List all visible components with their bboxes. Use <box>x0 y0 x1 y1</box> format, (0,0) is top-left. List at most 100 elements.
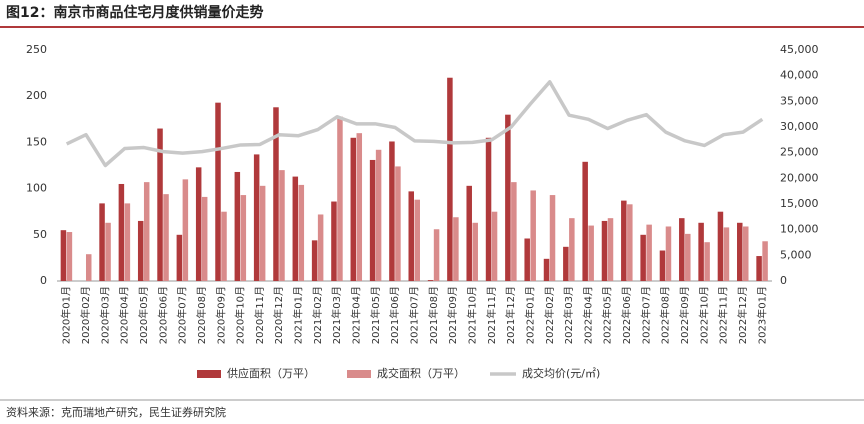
bar <box>685 233 691 281</box>
bar <box>137 220 144 281</box>
x-tick-label: 2022年10月 <box>697 286 710 344</box>
bar <box>176 234 183 281</box>
y2-tick-label: 40,000 <box>780 69 819 82</box>
bar <box>447 77 453 281</box>
bar <box>182 179 189 281</box>
bar <box>375 149 382 281</box>
y2-tick-label: 5,000 <box>780 248 812 261</box>
x-tick-label: 2020年05月 <box>137 286 150 344</box>
bar <box>163 194 169 281</box>
bar <box>395 166 401 281</box>
x-tick-label: 2021年03月 <box>330 286 343 344</box>
bar <box>453 217 459 281</box>
chart-title: 图12：南京市商品住宅月度供销量价走势 <box>6 4 263 21</box>
x-tick-label: 2023年01月 <box>755 286 768 344</box>
x-tick-label: 2021年09月 <box>446 286 459 344</box>
bar <box>511 182 517 281</box>
bar <box>118 183 125 281</box>
bar <box>756 256 762 281</box>
bar <box>621 200 627 281</box>
y2-tick-label: 35,000 <box>780 94 819 107</box>
legend-label: 成交面积（万平） <box>377 366 465 380</box>
bar <box>143 182 150 281</box>
bar <box>472 222 478 281</box>
bar <box>601 220 608 281</box>
x-tick-label: 2020年04月 <box>118 286 131 344</box>
bar <box>369 159 376 281</box>
bar <box>737 222 743 281</box>
bar <box>582 161 588 281</box>
y-tick-label: 0 <box>40 274 47 287</box>
x-tick-label: 2021年01月 <box>292 286 305 344</box>
source: 资料来源：克而瑞地产研究，民生证券研究院 <box>6 405 226 419</box>
bar <box>485 137 492 281</box>
legend-label: 成交均价(元/㎡) <box>522 366 600 380</box>
x-tick-label: 2021年12月 <box>504 286 517 344</box>
bar <box>253 154 260 281</box>
x-tick-label: 2022年03月 <box>562 286 575 344</box>
y2-tick-label: 45,000 <box>780 43 819 56</box>
bar <box>743 226 749 281</box>
x-tick-label: 2021年11月 <box>485 286 498 344</box>
y2-tick-label: 20,000 <box>780 171 819 184</box>
bar <box>337 116 343 281</box>
bar <box>563 246 569 281</box>
bar <box>311 240 318 281</box>
bar <box>607 218 614 281</box>
x-tick-label: 2020年08月 <box>195 286 208 344</box>
x-tick-label: 2020年03月 <box>98 286 111 344</box>
bar <box>124 203 131 281</box>
bar <box>549 195 556 281</box>
bar <box>640 234 646 281</box>
title-rule <box>0 26 864 28</box>
x-tick-label: 2020年07月 <box>176 286 189 344</box>
x-tick-label: 2022年07月 <box>639 286 652 344</box>
bar <box>679 218 685 281</box>
bar <box>717 211 724 281</box>
x-tick-label: 2021年05月 <box>369 286 382 344</box>
bar <box>627 204 633 281</box>
bar <box>524 238 530 281</box>
x-tick-label: 2021年07月 <box>408 286 421 344</box>
bar <box>433 229 440 281</box>
bar <box>646 224 652 281</box>
bar <box>356 133 363 281</box>
bar <box>723 227 730 281</box>
y-tick-label: 200 <box>26 89 47 102</box>
bar <box>331 201 337 281</box>
x-tick-label: 2021年04月 <box>350 286 363 344</box>
x-tick-label: 2022年05月 <box>601 286 614 344</box>
bar <box>221 211 227 281</box>
bar <box>157 128 163 281</box>
bar <box>491 211 498 281</box>
y-tick-label: 50 <box>33 228 47 241</box>
bar <box>234 171 241 281</box>
legend-swatch <box>197 370 221 378</box>
x-tick-label: 2020年01月 <box>60 286 73 344</box>
x-tick-label: 2022年04月 <box>581 286 594 344</box>
y-tick-label: 100 <box>26 182 47 195</box>
bar <box>85 254 92 281</box>
x-tick-label: 2022年11月 <box>717 286 730 344</box>
bar <box>505 114 511 282</box>
y-tick-label: 250 <box>26 43 47 56</box>
x-tick-label: 2020年09月 <box>214 286 227 344</box>
bar <box>60 230 67 281</box>
bar <box>698 222 704 281</box>
y2-tick-label: 25,000 <box>780 146 819 159</box>
bar <box>588 225 594 281</box>
x-tick-label: 2020年02月 <box>79 286 92 344</box>
bar <box>659 250 666 281</box>
x-tick-label: 2020年10月 <box>234 286 247 344</box>
x-tick-label: 2020年11月 <box>253 286 266 344</box>
bar <box>762 241 768 281</box>
bar <box>292 176 299 281</box>
y2-tick-label: 10,000 <box>780 223 819 236</box>
x-tick-label: 2021年10月 <box>465 286 478 344</box>
x-tick-label: 2022年12月 <box>736 286 749 344</box>
line <box>65 80 764 168</box>
bar <box>543 258 550 281</box>
y2-tick-label: 30,000 <box>780 120 819 133</box>
bar <box>66 232 73 281</box>
bar <box>99 203 105 281</box>
